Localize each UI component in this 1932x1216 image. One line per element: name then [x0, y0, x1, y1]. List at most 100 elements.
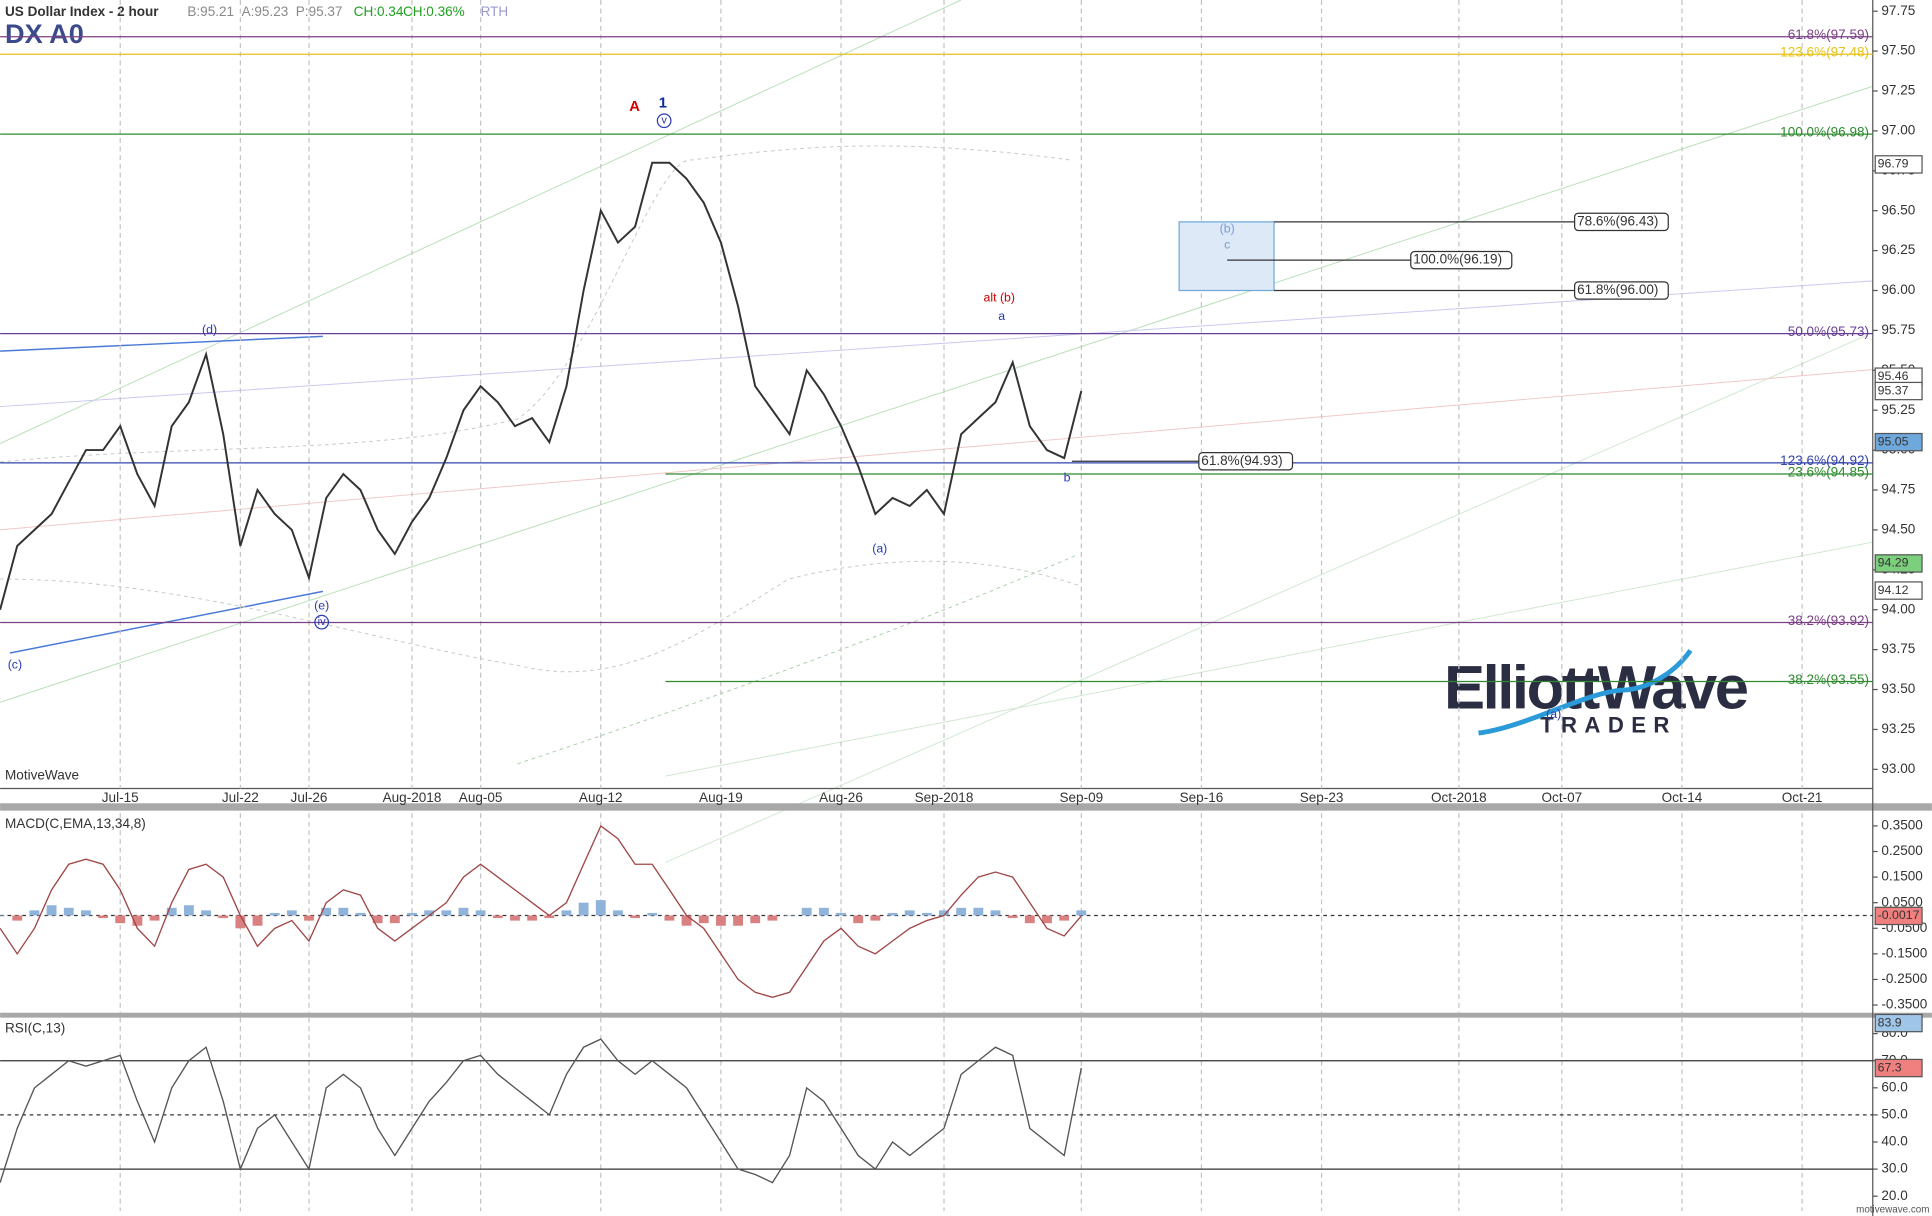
panel-title: MACD(C,EMA,13,34,8) — [5, 816, 146, 831]
wave-label: (a) — [872, 542, 887, 556]
histogram-bar — [304, 915, 314, 921]
value-tag-label: 95.05 — [1878, 434, 1909, 448]
histogram-bar — [664, 915, 675, 921]
value-tag — [1874, 381, 1923, 401]
histogram-bar — [149, 915, 160, 921]
y-tick-label: 95.75 — [1881, 322, 1915, 337]
histogram-bar — [12, 915, 23, 921]
y-tick-label: 93.00 — [1881, 761, 1915, 776]
histogram-bar — [286, 910, 297, 916]
histogram-bar — [510, 915, 520, 921]
wave-label: (d) — [202, 322, 217, 336]
wave-label: (c) — [8, 658, 22, 672]
histogram-bar — [321, 907, 332, 916]
histogram-bar — [956, 907, 967, 916]
y-tick-label: 96.50 — [1881, 202, 1915, 217]
x-tick-label: Aug-12 — [579, 790, 623, 805]
y-tick-label: 97.50 — [1881, 43, 1915, 58]
target-box — [1410, 250, 1513, 270]
histogram-bar — [595, 900, 606, 916]
chart-title: US Dollar Index - 2 hour — [5, 4, 159, 19]
logo-swoosh — [1478, 649, 1693, 736]
decoration — [0, 0, 1873, 863]
histogram-bar — [492, 915, 503, 919]
histogram-bar — [166, 907, 177, 916]
histogram-bar — [252, 915, 263, 926]
wave-label: (b) — [1220, 221, 1235, 235]
value-tag-label: -0.0017 — [1878, 908, 1920, 922]
x-tick-label: Oct-07 — [1542, 790, 1583, 805]
target-box — [1574, 212, 1669, 232]
value-tag — [1874, 432, 1923, 452]
quote-item: A:95.23 — [242, 4, 289, 19]
x-tick-label: Sep-16 — [1180, 790, 1224, 805]
histogram-bar — [630, 915, 641, 919]
histogram-bar — [801, 907, 812, 916]
y-tick-label: -0.3500 — [1881, 997, 1927, 1012]
x-tick-label: Jul-22 — [222, 790, 259, 805]
histogram-bar — [733, 915, 743, 926]
y-tick-label: 97.00 — [1881, 122, 1915, 137]
level-label: 50.0%(95.73) — [1788, 324, 1869, 339]
y-tick-label: 0.1500 — [1881, 869, 1922, 884]
x-tick-label: Sep-23 — [1300, 790, 1344, 805]
y-tick-label: 0.3500 — [1881, 818, 1922, 833]
x-tick-label: Aug-19 — [699, 790, 743, 805]
panel-separator — [0, 803, 1932, 811]
y-tick-label: 97.75 — [1881, 3, 1915, 18]
target-label: 61.8%(96.00) — [1577, 282, 1658, 297]
value-tag-label: 94.29 — [1878, 556, 1909, 570]
y-tick-label: 20.0 — [1881, 1188, 1907, 1203]
histogram-bar — [475, 910, 486, 916]
histogram-bar — [698, 915, 709, 924]
histogram-bar — [1007, 915, 1018, 919]
histogram-bar — [973, 907, 984, 916]
histogram-bar — [424, 910, 435, 916]
quote-item: P:95.37 — [296, 4, 343, 19]
quote-item: B:95.21 — [187, 4, 234, 19]
histogram-bar — [46, 905, 57, 916]
histogram-bar — [767, 915, 778, 921]
value-tag — [1874, 1013, 1923, 1033]
y-tick-label: 95.25 — [1881, 402, 1915, 417]
y-tick-label: 0.0500 — [1881, 894, 1922, 909]
quote-item: RTH — [481, 4, 509, 19]
histogram-bar — [715, 915, 726, 926]
histogram-bar — [921, 912, 932, 916]
footer: motivewave.com — [1856, 1204, 1929, 1215]
value-tag — [1874, 906, 1923, 926]
histogram-bar — [1024, 915, 1035, 924]
histogram-bar — [235, 915, 246, 929]
histogram-bar — [269, 912, 280, 916]
histogram-bar — [201, 910, 211, 916]
quote-item: CH:0.34 — [354, 4, 404, 19]
histogram-bar — [939, 910, 949, 916]
target-box — [1574, 281, 1669, 300]
histogram-bar — [836, 912, 846, 916]
histogram-bar — [904, 910, 915, 916]
x-tick-label: Sep-09 — [1059, 790, 1103, 805]
histogram-bar — [1076, 910, 1087, 916]
panel-separator — [0, 1012, 1932, 1018]
y-tick-label: -0.2500 — [1881, 971, 1927, 986]
histogram-bar — [441, 910, 452, 916]
level-label: 123.6%(94.92) — [1780, 453, 1869, 468]
wave-label: A — [629, 99, 640, 115]
histogram-bar — [527, 915, 538, 921]
value-tag — [1874, 155, 1923, 174]
target-label: 61.8%(94.93) — [1201, 453, 1282, 468]
x-tick-label: Oct-14 — [1662, 790, 1703, 805]
target-zone — [1178, 221, 1275, 292]
y-tick-label: 94.75 — [1881, 482, 1915, 497]
histogram-bar — [1059, 915, 1070, 921]
value-tag-label: 95.37 — [1878, 383, 1909, 397]
wave-label: c — [1224, 237, 1230, 251]
x-tick-label: Oct-2018 — [1431, 790, 1487, 805]
y-tick-label: 40.0 — [1881, 1134, 1907, 1149]
histogram-bar — [750, 915, 761, 924]
value-tag-label: 95.46 — [1878, 369, 1909, 383]
x-tick-label: Jul-15 — [102, 790, 139, 805]
logo-name: ElliottWave — [1444, 654, 1748, 723]
